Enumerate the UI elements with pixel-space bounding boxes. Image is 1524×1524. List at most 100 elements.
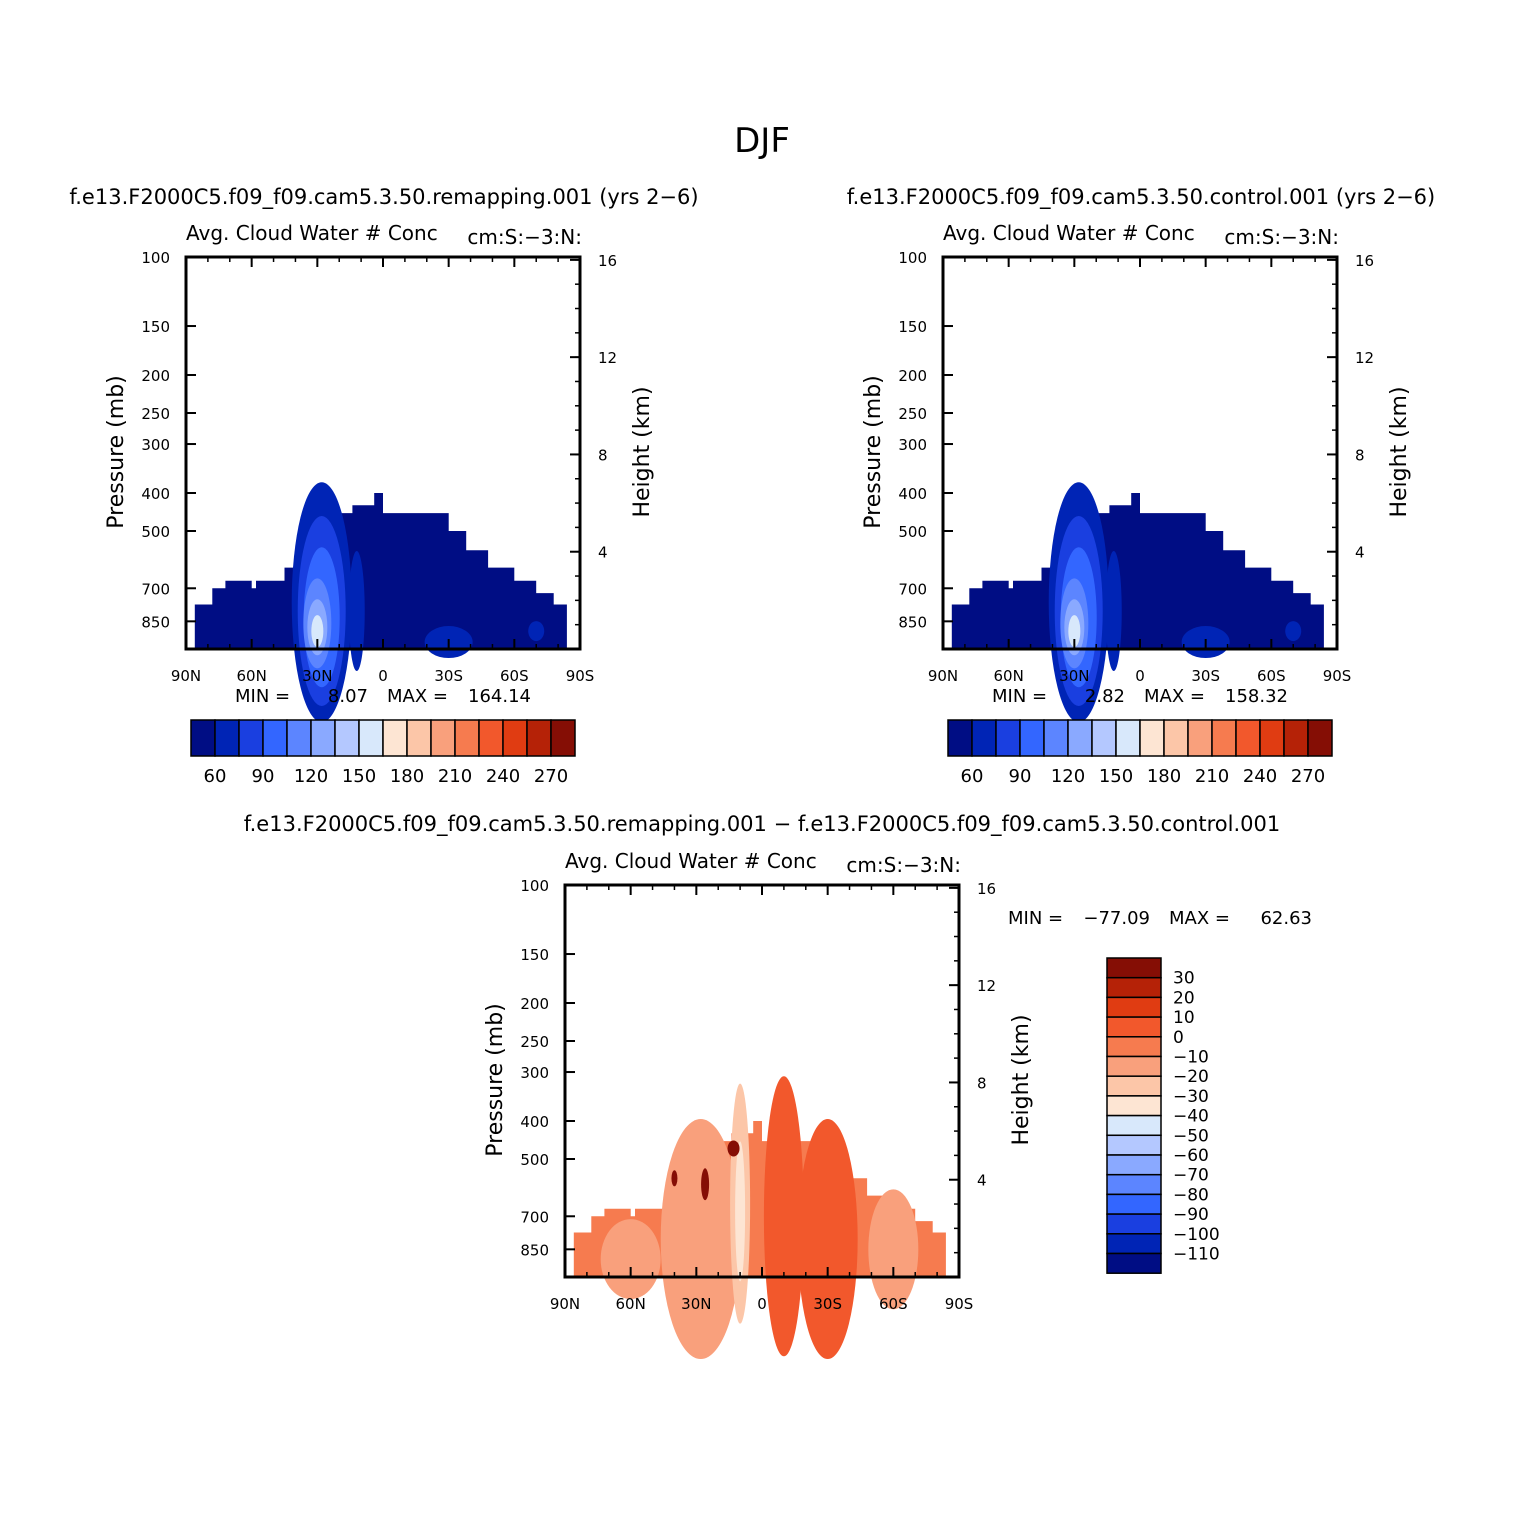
colorbar-label: 210 bbox=[438, 766, 472, 787]
y-tick-label: 300 bbox=[898, 436, 927, 454]
colorbar-label: −100 bbox=[1173, 1225, 1220, 1245]
field-contour bbox=[348, 551, 365, 672]
colorbar-label: 10 bbox=[1173, 1008, 1195, 1028]
panel-var-label: Avg. Cloud Water # Conc bbox=[943, 221, 1195, 245]
colorbar-box bbox=[430, 719, 456, 757]
field-contour bbox=[311, 615, 324, 648]
colorbar-box bbox=[1106, 996, 1162, 1018]
colorbar-box bbox=[1106, 1252, 1162, 1274]
colorbar-box bbox=[1211, 719, 1237, 757]
plot-area: 90N 60N 30N 0 30S 60S 90S 100 150 200 250 300 400 500… bbox=[141, 249, 617, 723]
panel-difference: f.e13.F2000C5.f09_f09.cam5.3.50.remappin… bbox=[244, 812, 1312, 1360]
x-tick-label: 30S bbox=[434, 667, 463, 685]
panel-var-label: Avg. Cloud Water # Conc bbox=[565, 849, 817, 873]
colorbar-label: −20 bbox=[1173, 1067, 1209, 1087]
y2-tick-label: 4 bbox=[598, 544, 608, 562]
colorbar: 3020100−10−20−30−40−50−60−70−80−90−100−1… bbox=[1106, 957, 1220, 1274]
x-tick-label: 0 bbox=[1135, 667, 1145, 685]
y-tick-label: 100 bbox=[898, 249, 927, 267]
colorbar-label: 150 bbox=[1099, 766, 1133, 787]
colorbar-box bbox=[382, 719, 408, 757]
y-tick-label: 200 bbox=[898, 367, 927, 385]
data-field bbox=[951, 482, 1324, 723]
colorbar-box bbox=[1106, 1233, 1162, 1255]
max-label: MAX = bbox=[387, 686, 448, 707]
min-label: MIN = bbox=[992, 686, 1047, 707]
x-tick-label: 30S bbox=[1191, 667, 1220, 685]
y2-tick-label: 16 bbox=[977, 880, 996, 898]
max-value: 158.32 bbox=[1225, 686, 1288, 707]
colorbar-box bbox=[1106, 1016, 1162, 1038]
colorbar-label: −30 bbox=[1173, 1087, 1209, 1107]
colorbar-box bbox=[454, 719, 480, 757]
colorbar-box bbox=[214, 719, 240, 757]
colorbar-box bbox=[262, 719, 288, 757]
x-tick-label: 90S bbox=[566, 667, 595, 685]
field-contour bbox=[701, 1168, 710, 1201]
colorbar-box bbox=[1043, 719, 1069, 757]
min-value: 2.82 bbox=[1085, 686, 1125, 707]
colorbar-label: 150 bbox=[342, 766, 376, 787]
colorbar-box bbox=[1019, 719, 1045, 757]
colorbar-label: 240 bbox=[486, 766, 520, 787]
y-tick-label: 500 bbox=[141, 523, 170, 541]
field-region bbox=[951, 493, 1324, 649]
colorbar-box bbox=[1106, 1213, 1162, 1235]
field-contour bbox=[660, 1119, 741, 1360]
colorbar-box bbox=[1106, 976, 1162, 999]
colorbar-box bbox=[478, 719, 504, 757]
colorbar-box bbox=[1235, 719, 1261, 757]
colorbar-box bbox=[1187, 719, 1213, 757]
colorbar-box bbox=[238, 719, 264, 757]
colorbar-label: 0 bbox=[1173, 1028, 1184, 1048]
y-tick-label: 500 bbox=[520, 1151, 549, 1169]
field-contour bbox=[671, 1170, 678, 1187]
colorbar-box bbox=[1106, 1193, 1162, 1215]
field-contour bbox=[763, 1076, 804, 1357]
y-tick-label: 400 bbox=[141, 485, 170, 503]
colorbar-label: −90 bbox=[1173, 1205, 1209, 1225]
panel-units-label: cm:S:−3:N: bbox=[846, 853, 961, 877]
colorbar-label: 60 bbox=[961, 766, 984, 787]
y-tick-label: 100 bbox=[520, 877, 549, 895]
y-tick-label: 250 bbox=[520, 1033, 549, 1051]
panel-control: f.e13.F2000C5.f09_f09.cam5.3.50.control.… bbox=[847, 185, 1435, 787]
y-tick-label: 850 bbox=[520, 1241, 549, 1259]
field-contour bbox=[600, 1219, 661, 1300]
colorbar-box bbox=[334, 719, 360, 757]
x-tick-label: 60S bbox=[879, 1295, 908, 1313]
colorbar-label: 60 bbox=[204, 766, 227, 787]
field-contour bbox=[1285, 621, 1302, 642]
x-tick-label: 90S bbox=[1323, 667, 1352, 685]
panel-var-label: Avg. Cloud Water # Conc bbox=[186, 221, 438, 245]
field-contour bbox=[797, 1119, 858, 1360]
y-tick-label: 250 bbox=[898, 405, 927, 423]
min-value: 8.07 bbox=[328, 686, 368, 707]
colorbar-box bbox=[1106, 1036, 1162, 1058]
field-contour bbox=[528, 621, 545, 642]
y2-axis-label: Height (km) bbox=[1009, 1014, 1034, 1145]
x-tick-label: 90N bbox=[171, 667, 201, 685]
y2-tick-label: 16 bbox=[598, 252, 617, 270]
y-tick-label: 200 bbox=[141, 367, 170, 385]
min-label: MIN = bbox=[235, 686, 290, 707]
x-tick-label: 30S bbox=[813, 1295, 842, 1313]
colorbar-box bbox=[1259, 719, 1285, 757]
field-region bbox=[194, 493, 567, 649]
y-tick-label: 850 bbox=[898, 613, 927, 631]
colorbar-box bbox=[358, 719, 384, 757]
plot-area: 90N 60N 30N 0 30S 60S 90S 100 150 200 250 300 400 500… bbox=[520, 877, 996, 1360]
colorbar-box bbox=[995, 719, 1021, 757]
colorbar-label: −110 bbox=[1173, 1245, 1220, 1265]
plot-area: 90N 60N 30N 0 30S 60S 90S 100 150 200 250 300 400 500… bbox=[898, 249, 1374, 723]
colorbar-box bbox=[550, 719, 576, 757]
panel-case-title: f.e13.F2000C5.f09_f09.cam5.3.50.remappin… bbox=[244, 812, 1280, 837]
colorbar-box bbox=[406, 719, 432, 757]
colorbar-box bbox=[1106, 1173, 1162, 1196]
y-tick-label: 400 bbox=[898, 485, 927, 503]
y2-tick-label: 8 bbox=[977, 1074, 987, 1092]
colorbar: 60 90 120 150 180 210 240 270 bbox=[947, 719, 1333, 787]
colorbar-box bbox=[310, 719, 336, 757]
colorbar-box bbox=[1091, 719, 1117, 757]
